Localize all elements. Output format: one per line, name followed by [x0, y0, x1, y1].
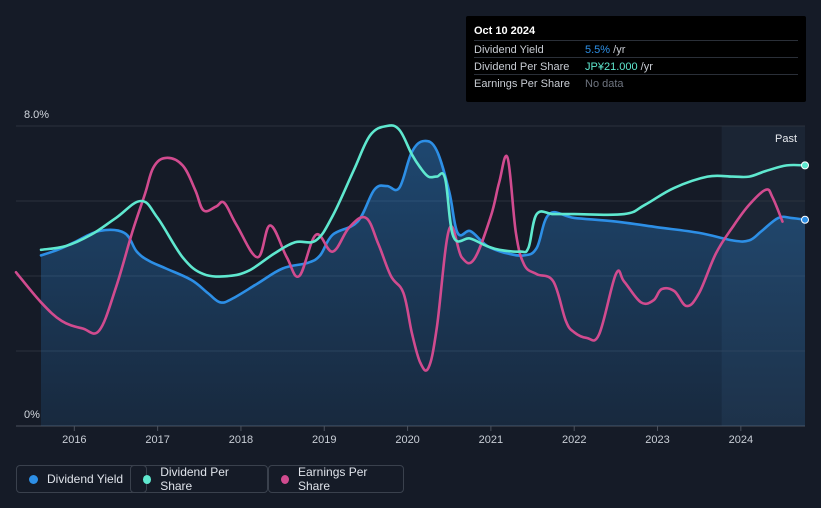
tooltip-value-number: JP¥21.000: [585, 61, 638, 73]
legend-item-earnings-per-share[interactable]: Earnings Per Share: [268, 465, 404, 493]
dividend-per-share-line: [39, 124, 807, 278]
tooltip-value: No data: [585, 78, 624, 90]
series-areas: [41, 140, 805, 427]
tooltip-value-number: No data: [585, 78, 624, 90]
x-tick-label: 2021: [479, 434, 503, 446]
past-label: Past: [775, 133, 797, 145]
tooltip-value: JP¥21.000 /yr: [585, 61, 653, 73]
earnings-per-share-line: [14, 154, 784, 372]
x-tick-label: 2019: [312, 434, 336, 446]
x-axis-ticks: 2016 2017 2018 2019 2020 2021 2022 2023 2024: [62, 426, 753, 446]
x-tick-label: 2020: [395, 434, 419, 446]
tooltip-row-dividend-yield: Dividend Yield 5.5% /yr: [474, 40, 798, 58]
legend-item-dividend-yield[interactable]: Dividend Yield: [16, 465, 147, 493]
tooltip-value-unit: /yr: [637, 61, 653, 73]
tooltip-label: Earnings Per Share: [474, 78, 570, 90]
series-end-markers: [801, 161, 809, 224]
x-tick-label: 2024: [729, 434, 753, 446]
legend-label: Dividend Yield: [47, 472, 124, 486]
tooltip: Oct 10 2024 Dividend Yield 5.5% /yr Divi…: [466, 16, 806, 102]
dividend-yield-area: [41, 140, 805, 427]
tooltip-row-earnings-per-share: Earnings Per Share No data: [474, 74, 798, 92]
dividend-per-share-end-marker: [801, 161, 809, 170]
legend-dot-icon: [143, 474, 152, 484]
legend-label: Earnings Per Share: [298, 465, 368, 493]
tooltip-date: Oct 10 2024: [474, 25, 536, 37]
x-tick-label: 2022: [562, 434, 586, 446]
tooltip-label: Dividend Yield: [474, 44, 544, 56]
tooltip-label: Dividend Per Share: [474, 61, 570, 73]
y-axis-label-bottom: 0%: [24, 409, 40, 421]
x-tick-label: 2016: [62, 434, 86, 446]
tooltip-value-number: 5.5%: [585, 44, 611, 56]
x-tick-label: 2018: [229, 434, 253, 446]
tooltip-value: 5.5% /yr: [585, 44, 625, 56]
series-lines: [14, 124, 807, 372]
legend-item-dividend-per-share[interactable]: Dividend Per Share: [130, 465, 268, 493]
legend-label: Dividend Per Share: [160, 465, 229, 493]
tooltip-value-unit: /yr: [610, 44, 626, 56]
legend-dot-icon: [281, 474, 289, 484]
legend-dot-icon: [29, 474, 38, 484]
dividend-yield-end-marker: [801, 215, 809, 224]
y-axis-label-top: 8.0%: [24, 109, 49, 121]
x-tick-label: 2017: [145, 434, 169, 446]
tooltip-row-dividend-per-share: Dividend Per Share JP¥21.000 /yr: [474, 57, 798, 75]
x-tick-label: 2023: [645, 434, 669, 446]
